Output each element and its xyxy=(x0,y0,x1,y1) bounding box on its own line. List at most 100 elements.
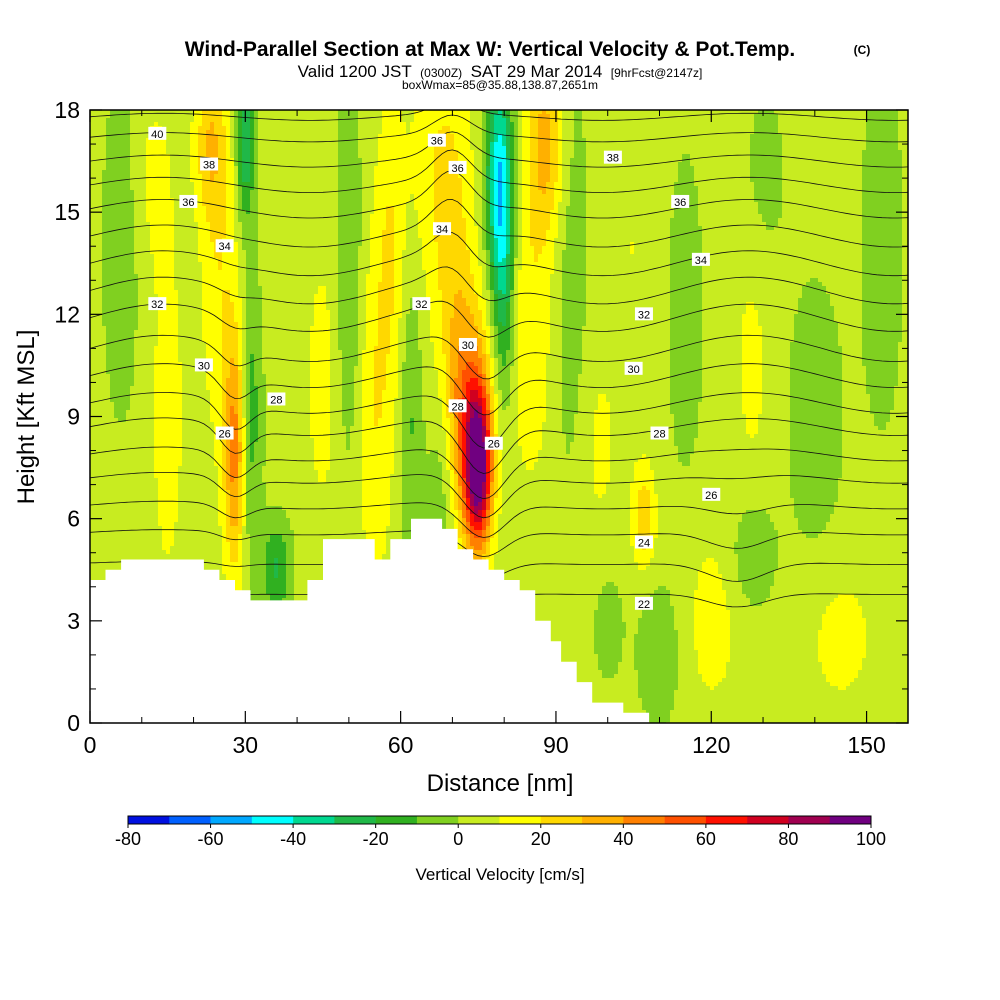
velocity-cell xyxy=(114,250,119,255)
velocity-cell xyxy=(94,266,99,271)
velocity-cell xyxy=(174,126,179,131)
velocity-cell xyxy=(194,514,199,519)
velocity-cell xyxy=(154,242,159,247)
velocity-cell xyxy=(182,450,187,455)
velocity-cell xyxy=(162,262,167,267)
velocity-cell xyxy=(98,250,103,255)
velocity-cell xyxy=(134,194,139,199)
velocity-cell xyxy=(166,306,171,311)
velocity-cell xyxy=(154,266,159,271)
velocity-cell xyxy=(142,478,147,483)
velocity-cell xyxy=(162,454,167,459)
velocity-cell xyxy=(150,350,155,355)
velocity-cell xyxy=(110,206,115,211)
velocity-cell xyxy=(142,546,147,551)
velocity-cell xyxy=(146,450,151,455)
velocity-cell xyxy=(190,490,195,495)
velocity-cell xyxy=(214,126,219,131)
velocity-cell xyxy=(134,542,139,547)
velocity-cell xyxy=(182,126,187,131)
velocity-cell xyxy=(126,294,131,299)
velocity-cell xyxy=(150,490,155,495)
velocity-cell xyxy=(170,514,175,519)
velocity-cell xyxy=(110,238,115,243)
velocity-cell xyxy=(198,406,203,411)
velocity-cell xyxy=(118,302,123,307)
velocity-cell xyxy=(138,162,143,167)
velocity-cell xyxy=(202,470,207,475)
velocity-cell xyxy=(98,546,103,551)
velocity-cell xyxy=(158,374,163,379)
velocity-cell xyxy=(214,558,219,563)
velocity-cell xyxy=(130,466,135,471)
velocity-cell xyxy=(146,154,151,159)
velocity-cell xyxy=(162,374,167,379)
velocity-cell xyxy=(126,446,131,451)
velocity-cell xyxy=(142,306,147,311)
velocity-cell xyxy=(154,482,159,487)
velocity-cell xyxy=(186,314,191,319)
velocity-cell xyxy=(174,146,179,151)
velocity-cell xyxy=(126,126,131,131)
velocity-cell xyxy=(170,494,175,499)
velocity-cell xyxy=(102,430,107,435)
velocity-cell xyxy=(178,354,183,359)
velocity-cell xyxy=(194,466,199,471)
velocity-cell xyxy=(126,190,131,195)
velocity-cell xyxy=(214,130,219,135)
velocity-cell xyxy=(106,478,111,483)
velocity-cell xyxy=(154,458,159,463)
velocity-cell xyxy=(106,238,111,243)
velocity-cell xyxy=(142,550,147,555)
velocity-cell xyxy=(214,202,219,207)
velocity-cell xyxy=(142,214,147,219)
velocity-cell xyxy=(178,234,183,239)
velocity-cell xyxy=(170,442,175,447)
velocity-cell xyxy=(138,510,143,515)
velocity-cell xyxy=(202,218,207,223)
velocity-cell xyxy=(166,502,171,507)
velocity-cell xyxy=(154,354,159,359)
velocity-cell xyxy=(138,414,143,419)
velocity-cell xyxy=(150,330,155,335)
velocity-cell xyxy=(142,486,147,491)
velocity-cell xyxy=(170,402,175,407)
velocity-cell xyxy=(98,482,103,487)
velocity-cell xyxy=(166,498,171,503)
velocity-cell xyxy=(142,126,147,131)
velocity-cell xyxy=(102,198,107,203)
velocity-cell xyxy=(206,522,211,527)
velocity-cell xyxy=(138,130,143,135)
velocity-cell xyxy=(158,142,163,147)
velocity-cell xyxy=(210,122,215,127)
velocity-cell xyxy=(210,322,215,327)
velocity-cell xyxy=(110,218,115,223)
velocity-cell xyxy=(130,414,135,419)
velocity-cell xyxy=(206,330,211,335)
velocity-cell xyxy=(154,358,159,363)
velocity-cell xyxy=(94,402,99,407)
velocity-cell xyxy=(122,262,127,267)
velocity-cell xyxy=(186,234,191,239)
velocity-cell xyxy=(218,150,223,155)
velocity-cell xyxy=(118,486,123,491)
velocity-cell xyxy=(134,246,139,251)
velocity-cell xyxy=(138,138,143,143)
velocity-cell xyxy=(126,354,131,359)
velocity-cell xyxy=(106,394,111,399)
velocity-cell xyxy=(130,486,135,491)
velocity-cell xyxy=(166,262,171,267)
velocity-cell xyxy=(94,570,99,575)
velocity-cell xyxy=(150,450,155,455)
velocity-cell xyxy=(158,514,163,519)
velocity-cell xyxy=(194,166,199,171)
velocity-cell xyxy=(106,242,111,247)
velocity-cell xyxy=(162,406,167,411)
velocity-cell xyxy=(126,286,131,291)
velocity-cell xyxy=(162,346,167,351)
velocity-cell xyxy=(158,386,163,391)
velocity-cell xyxy=(126,434,131,439)
velocity-cell xyxy=(194,402,199,407)
velocity-cell xyxy=(150,462,155,467)
velocity-cell xyxy=(122,494,127,499)
